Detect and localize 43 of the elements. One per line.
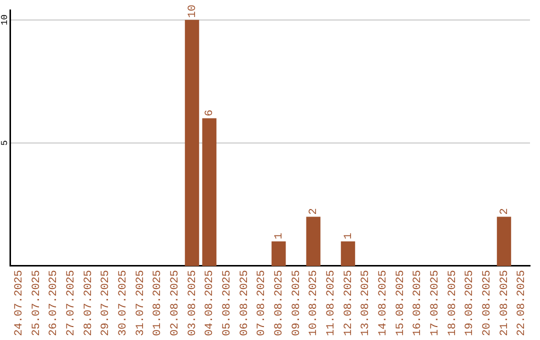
data-label: 1 [274,232,286,240]
x-tick-label: 26.07.2025 [48,270,60,336]
x-tick-label: 17.08.2025 [430,270,442,336]
x-tick-label: 02.08.2025 [170,270,182,336]
x-tick-label: 01.08.2025 [152,270,164,336]
x-tick-label: 11.08.2025 [326,270,338,336]
bar [306,216,320,266]
bar [202,118,216,266]
data-label: 2 [498,208,511,215]
x-tick-label: 19.08.2025 [464,270,476,336]
x-tick-label: 31.07.2025 [134,270,147,336]
bar [496,216,512,266]
data-label: 1 [342,232,355,240]
y-tick-label: 5 [0,140,10,146]
x-tick-label: 12.08.2025 [342,270,355,336]
data-label: 6 [204,110,216,116]
x-tick-label: 21.08.2025 [498,270,511,336]
x-tick-label: 03.08.2025 [186,270,199,336]
bar [340,241,356,266]
x-tick-label: 05.08.2025 [222,270,234,336]
x-tick-label: 28.07.2025 [82,270,95,336]
x-tick-label: 24.07.2025 [14,270,26,336]
x-tick-label: 14.08.2025 [378,270,390,336]
x-tick-label: 06.08.2025 [238,270,251,336]
x-tick-label: 04.08.2025 [204,270,216,336]
data-label: 2 [308,208,320,215]
bar [272,241,286,266]
x-tick-label: 22.08.2025 [516,270,528,336]
x-tick-label: 29.07.2025 [100,270,112,336]
x-tick-label: 27.07.2025 [66,270,78,336]
x-tick-label: 07.08.2025 [256,270,268,336]
x-tick-label: 10.08.2025 [308,270,320,336]
data-label: 10 [186,4,199,18]
x-tick-label: 09.08.2025 [290,270,303,336]
x-tick-label: 15.08.2025 [394,270,407,336]
x-tick-label: 13.08.2025 [360,270,372,336]
x-tick-label: 16.08.2025 [412,270,424,336]
bar [184,20,200,266]
x-tick-label: 25.07.2025 [30,270,43,336]
x-tick-label: 30.07.2025 [118,270,130,336]
x-tick-label: 18.08.2025 [446,270,459,336]
x-tick-label: 20.08.2025 [482,270,494,336]
x-tick-label: 08.08.2025 [274,270,286,336]
